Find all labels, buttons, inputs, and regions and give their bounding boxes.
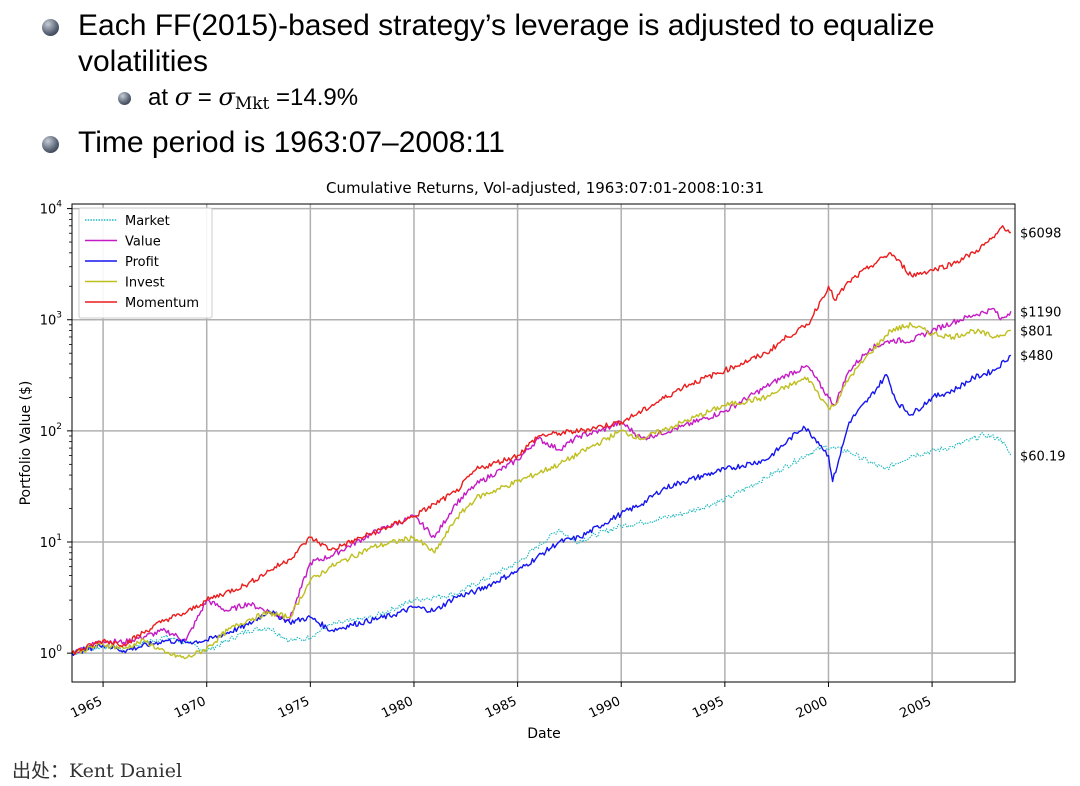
x-tick-label: 2000 [794,694,830,722]
x-tick-label: 1985 [483,694,519,722]
chart-title: Cumulative Returns, Vol-adjusted, 1963:0… [326,179,764,197]
y-tick-label: 100 [40,644,63,662]
end-label-invest: $801 [1020,324,1053,339]
bullet-dot-icon [42,19,59,36]
grid-layer [72,204,1015,682]
series-line-market [71,432,1012,655]
legend-label-momentum: Momentum [125,296,199,311]
end-label-market: $60.19 [1020,449,1066,464]
sigma-symbol: σ [174,83,192,111]
x-tick-label: 1995 [690,694,726,722]
y-tick-label: 101 [40,533,62,551]
x-tick-label: 1965 [68,694,104,722]
series-layer [71,225,1012,660]
bullet-text-leverage: Each FF(2015)-based strategy’s leverage … [78,9,935,42]
x-axis-label: Date [527,726,560,742]
legend-label-profit: Profit [125,255,159,270]
cumulative-returns-chart: Cumulative Returns, Vol-adjusted, 1963:0… [0,176,1080,756]
series-line-invest [71,322,1011,660]
series-line-momentum [71,225,1011,656]
sub-bullet-prefix: at [148,84,175,111]
y-tick-label: 104 [40,200,63,218]
x-tick-label: 1980 [379,694,415,722]
legend-label-value: Value [125,235,161,250]
bullet-text-volatilities: volatilities [78,45,209,78]
sigma-market-symbol: σ [218,83,235,111]
legend-label-invest: Invest [125,276,165,291]
y-tick-label: 103 [40,311,62,329]
bullet-dot-icon [42,136,59,153]
x-tick-label: 1975 [276,694,312,722]
series-line-profit [71,354,1012,656]
y-tick-label: 102 [40,422,62,440]
market-subscript: Mkt [234,94,270,114]
end-label-profit: $480 [1020,349,1053,364]
end-label-value: $1190 [1020,305,1061,320]
x-tick-label: 1990 [587,694,623,722]
legend-label-market: Market [125,214,170,229]
plot-frame [71,203,1016,683]
x-tick-label: 2005 [897,694,933,722]
equals-sign: = [191,84,219,111]
bullet-text-time-period: Time period is 1963:07–2008:11 [78,126,505,159]
legend: Market Value Profit Invest Momentum [78,207,213,319]
sub-bullet-sigma: at σ = σMkt =14.9% [40,82,1060,119]
source-credit: 出处：Kent Daniel [12,760,183,782]
end-label-momentum: $6098 [1020,226,1061,241]
end-labels: $60.19 $1190 $480 $801 $6098 [1020,226,1066,464]
legend-box [78,207,213,319]
x-tick-label: 1970 [172,694,208,722]
bullet-time-period: Time period is 1963:07–2008:11 [40,125,1060,161]
chart-svg: Cumulative Returns, Vol-adjusted, 1963:0… [18,179,1066,742]
bullet-leverage: Each FF(2015)-based strategy’s leverage … [40,8,1060,80]
sigma-value: =14.9% [269,84,359,111]
bullet-list: Each FF(2015)-based strategy’s leverage … [40,8,1060,161]
sub-bullet-dot-icon [118,92,131,105]
series-line-value [71,307,1012,655]
y-axis-label: Portfolio Value ($) [18,381,34,506]
